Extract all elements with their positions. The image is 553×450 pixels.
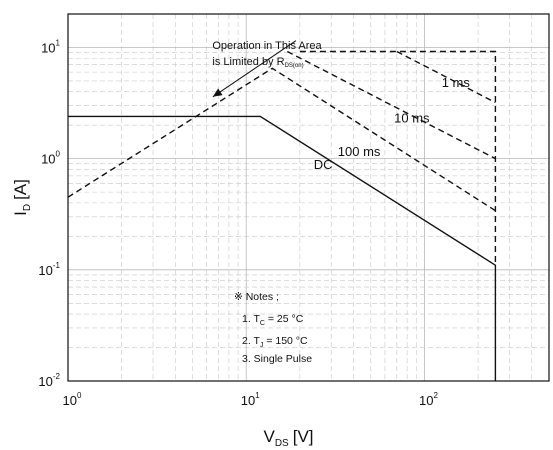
curve-label-100ms: 100 ms: [338, 144, 381, 159]
y-tick-label-1: 10-1: [38, 261, 60, 278]
y-axis-title: ID[A]: [11, 179, 33, 216]
plot-frame: [67, 13, 550, 382]
note-1: 1. TC = 25 °C: [242, 313, 304, 327]
curve-labels: 1 ms 10 ms 100 ms DC: [314, 75, 471, 172]
curve-label-1ms: 1 ms: [442, 75, 471, 90]
y-tick-label-2: 100: [41, 150, 60, 167]
grid-lines: [67, 13, 550, 382]
note-2: 2. TJ = 150 °C: [242, 335, 308, 349]
note-3: 3. Single Pulse: [242, 353, 312, 365]
series-line-rdson-limit: [299, 50, 497, 266]
y-tick-label-3: 101: [41, 38, 60, 55]
annotation-arrow: [212, 40, 297, 98]
series-line-100ms: [67, 67, 496, 212]
curve-label-dc: DC: [314, 157, 333, 172]
x-tick-label-1: 101: [241, 391, 260, 408]
annotation-line-1: Operation in This Area: [212, 40, 322, 52]
series-line-1ms: [396, 50, 496, 104]
rds-on-annotation: Operation in This Area is Limited by RDS…: [212, 40, 323, 98]
y-tick-label-0: 10-2: [38, 372, 60, 389]
curve-label-10ms: 10 ms: [394, 110, 430, 125]
x-axis-title: VDS [V]: [263, 427, 313, 449]
series-line-10ms: [286, 50, 496, 160]
series-line-dc: [68, 115, 497, 381]
notes-box: ※ Notes ; 1. TC = 25 °C 2. TJ = 150 °C 3…: [234, 291, 312, 365]
series-group: [67, 50, 497, 381]
x-tick-label-2: 102: [419, 391, 438, 408]
x-tick-label-0: 100: [63, 391, 82, 408]
x-tick-labels: 100 101 102: [63, 391, 439, 408]
y-tick-labels: 10-2 10-1 100 101: [38, 38, 60, 389]
notes-title: ※ Notes ;: [234, 291, 279, 303]
annotation-arrow-head: [212, 88, 223, 97]
annotation-line-2: is Limited by RDS(on): [212, 56, 303, 69]
